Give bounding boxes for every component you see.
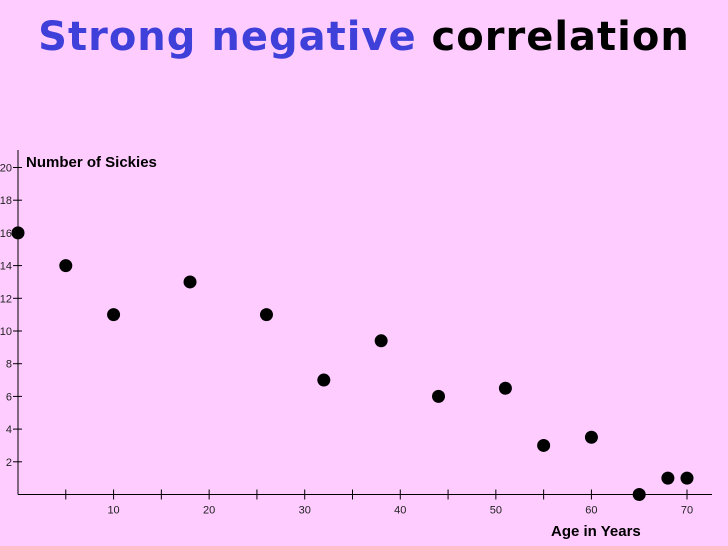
- data-point: [537, 438, 551, 452]
- y-tick-label: 12: [0, 293, 12, 305]
- y-tick-label: 16: [0, 228, 12, 240]
- data-point: [498, 381, 512, 395]
- x-axis-title: Age in Years: [551, 523, 641, 540]
- y-tick-label: 4: [6, 424, 12, 436]
- data-point: [259, 308, 273, 322]
- x-tick-label: 40: [394, 505, 406, 517]
- x-tick-label: 20: [203, 505, 215, 517]
- data-point: [183, 275, 197, 289]
- y-tick-label: 10: [0, 326, 12, 338]
- data-point: [11, 226, 25, 240]
- y-axis-title: Number of Sickies: [26, 154, 157, 171]
- y-tick-label: 2: [6, 457, 12, 469]
- title-part-correlation: correlation: [431, 14, 690, 60]
- data-point: [680, 471, 694, 485]
- y-tick-label: 6: [6, 391, 12, 403]
- data-point: [632, 488, 646, 501]
- chart-title: Strong negative correlation: [0, 14, 728, 60]
- data-point: [374, 334, 388, 348]
- chart-axes: [17, 150, 712, 495]
- data-point: [107, 308, 121, 322]
- x-tick-label: 60: [585, 505, 597, 517]
- data-point: [584, 430, 598, 444]
- chart-ticks: 10 20 30 40 50 60 70 2 4 6 8 10 12 14 16 18 20: [0, 163, 693, 517]
- data-point: [317, 373, 331, 387]
- x-tick-label: 70: [681, 505, 693, 517]
- y-tick-label: 8: [6, 359, 12, 371]
- data-point: [432, 389, 446, 403]
- x-tick-label: 50: [490, 505, 502, 517]
- y-tick-label: 20: [0, 163, 12, 175]
- y-tick-label: 18: [0, 195, 12, 207]
- data-point: [59, 259, 73, 273]
- x-tick-label: 10: [107, 505, 119, 517]
- data-point: [661, 471, 675, 485]
- x-tick-label: 30: [299, 505, 311, 517]
- title-part-strong-negative: Strong negative: [38, 14, 417, 60]
- chart-points: [11, 226, 694, 501]
- y-tick-label: 14: [0, 261, 12, 273]
